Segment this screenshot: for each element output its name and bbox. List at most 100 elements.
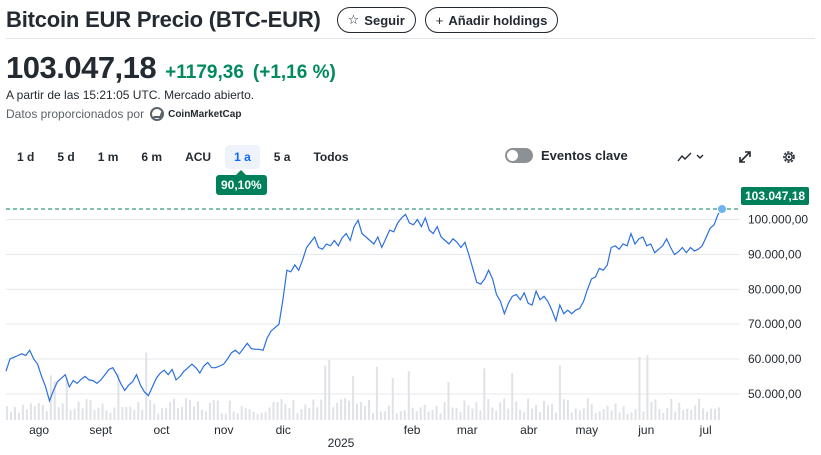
volume-bar — [360, 402, 362, 420]
volume-bar — [340, 399, 343, 420]
x-tick-label: feb — [404, 423, 421, 437]
volume-bar — [308, 408, 311, 420]
volume-bar — [403, 410, 406, 420]
volume-bar — [558, 365, 561, 420]
volume-bar — [710, 408, 713, 420]
volume-bar — [196, 401, 199, 420]
volume-bar — [718, 407, 720, 420]
volume-bar — [618, 412, 621, 420]
volume-bar — [610, 410, 613, 420]
volume-bar — [129, 406, 132, 420]
range-1d[interactable]: 1 d — [17, 150, 35, 164]
market-status: A partir de las 15:21:05 UTC. Mercado ab… — [6, 88, 255, 102]
volume-bar — [570, 412, 573, 420]
volume-bar — [284, 403, 287, 420]
volume-bar — [554, 412, 557, 420]
follow-button[interactable]: ☆ Seguir — [336, 7, 416, 33]
chart-type-dropdown[interactable] — [677, 148, 707, 166]
volume-bar — [133, 409, 136, 420]
volume-bar — [447, 382, 450, 420]
volume-bar — [455, 407, 458, 420]
volume-bar — [523, 411, 526, 420]
range-5y[interactable]: 5 a — [273, 150, 291, 164]
add-holdings-button[interactable]: + Añadir holdings — [424, 7, 559, 33]
volume-bar — [423, 404, 426, 420]
volume-bar — [244, 408, 247, 420]
volume-bar — [706, 411, 709, 420]
volume-bar — [117, 373, 120, 420]
volume-bar — [650, 402, 653, 420]
volume-bar — [97, 407, 100, 420]
x-tick-label: dic — [276, 423, 291, 437]
volume-bar — [69, 410, 72, 420]
volume-bar — [260, 412, 263, 420]
volume-bar — [698, 398, 701, 420]
volume-bar — [37, 403, 40, 420]
volume-bar — [220, 413, 223, 420]
volume-bar — [566, 400, 569, 420]
volume-bar — [411, 407, 414, 420]
range-1y[interactable]: 1 a — [225, 145, 260, 169]
range-6m[interactable]: 6 m — [141, 150, 163, 164]
range-5d[interactable]: 5 d — [57, 150, 75, 164]
price-change: +1179,36 — [165, 62, 244, 83]
volume-bar — [467, 405, 470, 420]
volume-bar — [224, 413, 227, 420]
y-tick-label: 70.000,00 — [748, 317, 802, 331]
quote-row: 103.047,18 +1179,36 (+1,16 %) — [6, 50, 336, 86]
volume-bar — [61, 403, 64, 420]
volume-bar — [276, 402, 279, 420]
volume-bar — [177, 408, 179, 420]
expand-icon[interactable] — [737, 148, 753, 166]
volume-bar — [670, 398, 673, 420]
y-tick-label: 80.000,00 — [748, 282, 802, 296]
volume-bar — [81, 408, 84, 420]
volume-bar — [10, 412, 12, 420]
range-all[interactable]: Todos — [313, 150, 349, 164]
volume-bar — [427, 411, 430, 420]
volume-bar — [304, 404, 307, 420]
x-tick-label: sept — [89, 423, 112, 437]
volume-bar — [471, 408, 474, 420]
x-tick-label: abr — [520, 423, 537, 437]
volume-bar — [29, 403, 32, 420]
volume-bar — [439, 413, 442, 420]
y-tick-label: 100.000,00 — [748, 213, 808, 227]
page-title: Bitcoin EUR Precio (BTC-EUR) — [6, 7, 321, 32]
volume-bar — [324, 365, 327, 420]
volume-bar — [161, 408, 164, 420]
current-price: 103.047,18 — [6, 50, 157, 85]
volume-bar — [515, 401, 518, 420]
volume-bar — [662, 413, 665, 420]
y-axis-labels: 50.000,00 60.000,00 70.000,00 80.000,00 90.0… — [748, 213, 808, 401]
volume-bar — [328, 360, 331, 420]
volume-bar — [527, 398, 530, 420]
range-1m[interactable]: 1 m — [97, 150, 119, 164]
volume-bar — [181, 406, 183, 420]
line-chart-icon — [677, 152, 704, 162]
coinmarketcap-link[interactable]: CoinMarketCap — [150, 107, 241, 121]
settings-gear-icon[interactable] — [781, 148, 797, 166]
volume-bar — [491, 407, 494, 420]
volume-bar — [145, 352, 148, 420]
volume-bar — [463, 400, 466, 420]
volume-bar — [121, 407, 124, 420]
volume-bar — [248, 409, 251, 420]
toggle-switch[interactable] — [505, 148, 533, 163]
range-ytd[interactable]: ACU — [185, 150, 212, 164]
volume-bar — [582, 408, 585, 420]
volume-bar — [77, 401, 80, 420]
volume-bar — [101, 403, 104, 420]
follow-button-label: Seguir — [364, 12, 405, 28]
volume-bar — [539, 412, 541, 420]
volume-bar — [296, 412, 299, 420]
volume-bar — [658, 409, 661, 420]
x-tick-label: may — [575, 423, 598, 437]
key-events-toggle[interactable]: Eventos clave — [505, 148, 628, 163]
price-change-percent: (+1,16 %) — [252, 62, 336, 83]
volume-bar — [300, 409, 303, 420]
volume-bar — [535, 405, 537, 420]
volume-bar — [189, 400, 191, 420]
volume-bar — [125, 407, 128, 420]
